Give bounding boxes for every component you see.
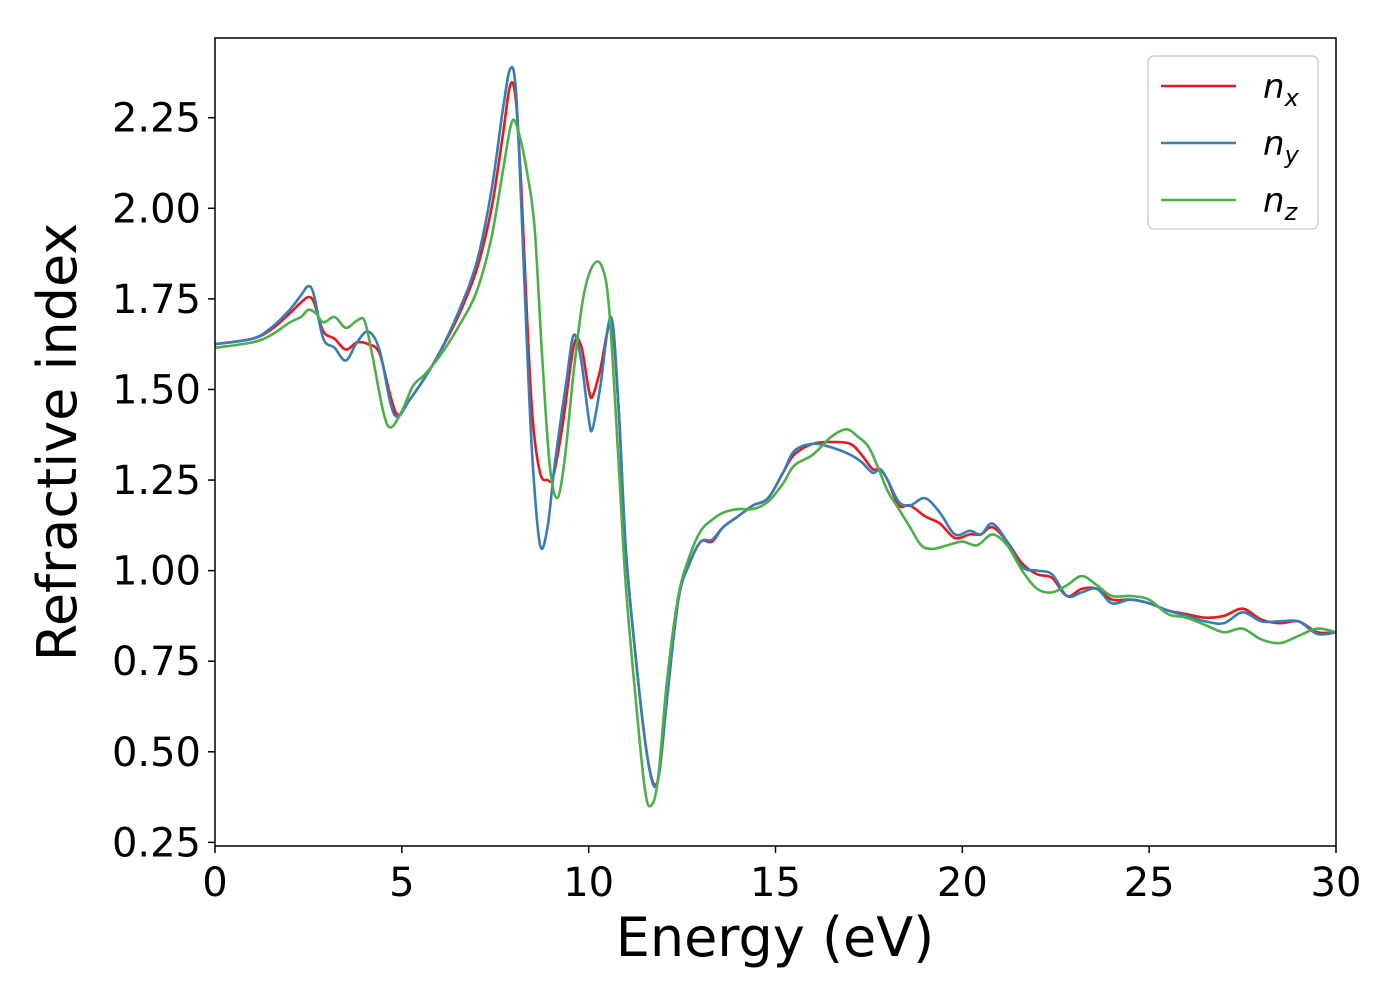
legend-label-nx: nx — [1263, 67, 1300, 112]
y-tick-label: 1.00 — [112, 549, 201, 595]
legend-label-ny: ny — [1263, 124, 1300, 169]
y-tick-label: 0.50 — [112, 730, 201, 776]
x-axis: 0 5 10 15 20 25 30 — [202, 846, 1361, 906]
series-layer — [215, 65, 1336, 808]
series-line-nz — [215, 118, 1336, 808]
x-tick-label: 20 — [937, 860, 988, 906]
y-tick-label: 0.75 — [112, 639, 201, 685]
x-tick-label: 5 — [389, 860, 414, 906]
y-axis-title: Refractive index — [26, 223, 89, 662]
y-tick-label: 1.50 — [112, 367, 201, 413]
legend-label-nz: nz — [1263, 181, 1299, 226]
x-tick-label: 30 — [1311, 860, 1362, 906]
x-axis-title: Energy (eV) — [616, 906, 935, 969]
x-tick-label: 15 — [750, 860, 801, 906]
y-tick-label: 1.75 — [112, 277, 201, 323]
legend: nx ny nz — [1147, 55, 1319, 230]
y-tick-label: 1.25 — [112, 458, 201, 504]
x-tick-label: 10 — [563, 860, 614, 906]
x-tick-label: 25 — [1124, 860, 1175, 906]
x-tick-label: 0 — [202, 860, 227, 906]
y-tick-label: 0.25 — [112, 820, 201, 866]
y-axis: 0.25 0.50 0.75 1.00 1.25 1.50 1.75 2.00 2.25 — [112, 96, 215, 866]
series-line-ny — [215, 65, 1336, 789]
y-tick-label: 2.00 — [112, 186, 201, 232]
y-tick-label: 2.25 — [112, 96, 201, 142]
